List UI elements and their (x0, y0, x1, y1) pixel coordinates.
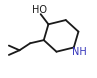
Text: NH: NH (72, 47, 87, 57)
Text: HO: HO (32, 5, 47, 15)
